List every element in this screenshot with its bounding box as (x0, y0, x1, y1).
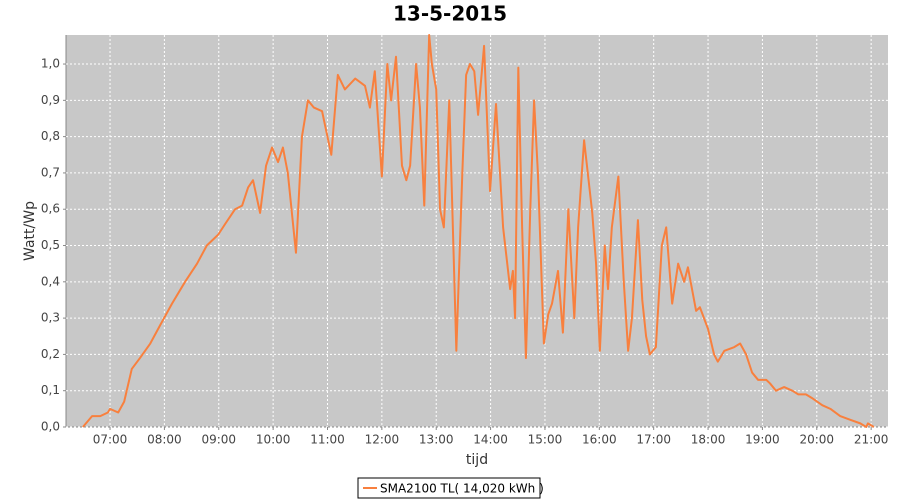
legend (357, 477, 541, 499)
x-tick-label: 16:00 (582, 433, 617, 447)
x-tick-label: 20:00 (799, 433, 834, 447)
x-tick-label: 08:00 (147, 433, 182, 447)
y-tick-label: 0,5 (41, 238, 60, 252)
x-tick-label: 07:00 (93, 433, 128, 447)
x-tick-label: 12:00 (365, 433, 400, 447)
x-tick-label: 11:00 (310, 433, 345, 447)
x-tick-label: 21:00 (854, 433, 889, 447)
legend-label: SMA2100 TL( 14,020 kWh ) (380, 482, 544, 496)
x-tick-label: 19:00 (745, 433, 780, 447)
chart-title: 13-5-2015 (393, 2, 507, 26)
data-line (82, 34, 875, 428)
y-tick-label: 0,7 (41, 165, 60, 179)
y-axis-label: Watt/Wp (22, 201, 38, 261)
y-tick-label: 0,3 (41, 311, 60, 325)
x-tick-label: 18:00 (691, 433, 726, 447)
y-tick-label: 0,0 (41, 420, 60, 434)
x-tick-label: 14:00 (473, 433, 508, 447)
x-axis-label: tijd (466, 452, 488, 468)
x-tick-label: 13:00 (419, 433, 454, 447)
y-tick-label: 1,0 (41, 57, 60, 71)
y-tick-label: 0,1 (41, 383, 60, 397)
x-tick-label: 17:00 (636, 433, 671, 447)
x-tick-label: 15:00 (528, 433, 563, 447)
y-tick-label: 0,8 (41, 129, 60, 143)
x-tick-label: 10:00 (256, 433, 291, 447)
y-tick-label: 0,6 (41, 202, 60, 216)
y-tick-label: 0,2 (41, 347, 60, 361)
y-tick-label: 0,4 (41, 274, 60, 288)
y-tick-label: 0,9 (41, 93, 60, 107)
x-tick-label: 09:00 (201, 433, 236, 447)
